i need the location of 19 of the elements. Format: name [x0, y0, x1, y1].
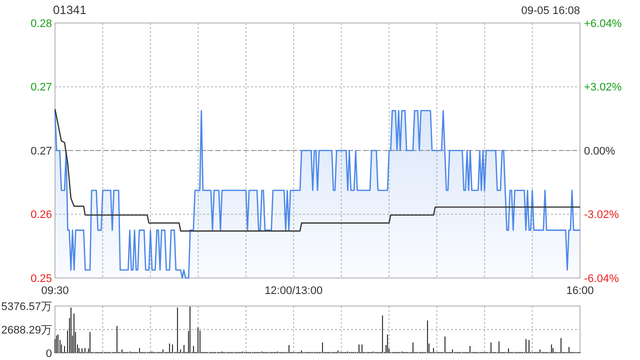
line-series [54, 108, 581, 232]
y-tick-label: 0 [46, 348, 52, 360]
chart-title: 01341 [53, 3, 87, 17]
y2-tick-label: -6.04% [584, 272, 620, 285]
y-tick-label: 0.26 [30, 209, 52, 222]
y-tick-label: 2688.29万 [1, 324, 52, 336]
y-tick-label: 0.28 [30, 18, 52, 30]
y-tick-label: 0.27 [30, 145, 52, 158]
y-tick-label: 5376.57万 [1, 300, 52, 313]
y2-tick-label: +3.02% [584, 82, 622, 94]
y2-tick-label: -3.02% [584, 209, 620, 222]
x-tick-label: 09:30 [41, 285, 69, 297]
x-tick-label: 16:00 [566, 285, 594, 297]
y2-tick-label: +6.04% [584, 18, 622, 30]
y-tick-label: 0.27 [30, 82, 52, 94]
text: 09-05 16:08 [521, 5, 580, 17]
x-tick-label: 12:00/13:00 [264, 285, 323, 297]
y-tick-label: 0.25 [30, 272, 52, 285]
y2-tick-label: 0.00% [584, 145, 616, 158]
